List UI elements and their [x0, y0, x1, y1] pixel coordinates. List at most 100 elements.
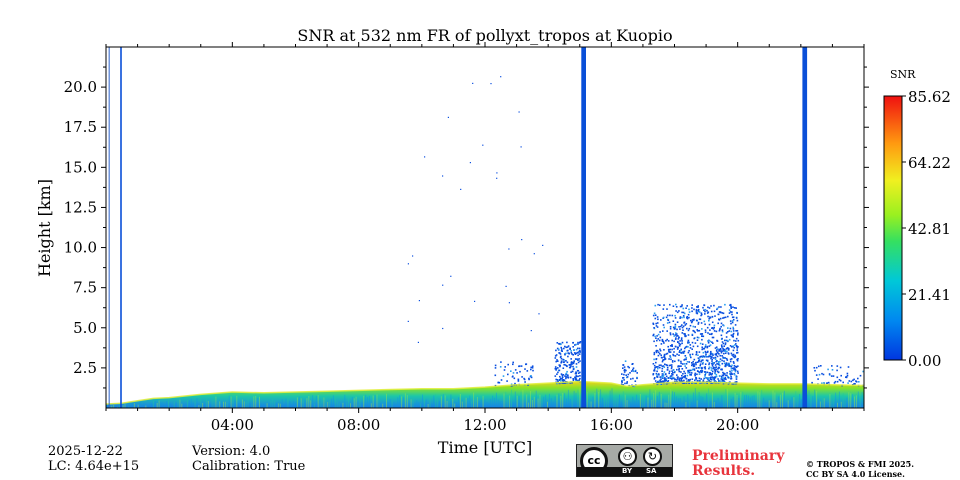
aerosol-pixel [704, 345, 707, 348]
aerosol-pixel [673, 335, 675, 337]
aerosol-pixel [575, 379, 577, 382]
aerosol-pixel [577, 341, 579, 344]
aerosol-pixel [563, 379, 566, 382]
aerosol-pixel [666, 368, 669, 371]
aerosol-pixel [697, 367, 700, 369]
aerosol-pixel [697, 305, 699, 307]
aerosol-pixel [674, 327, 677, 329]
aerosol-pixel [708, 323, 711, 326]
aerosol-pixel [729, 370, 731, 373]
aerosol-pixel [667, 381, 669, 383]
aerosol-pixel [710, 378, 712, 380]
aerosol-pixel [725, 357, 728, 360]
aerosol-pixel [855, 381, 858, 383]
aerosol-pixel [721, 330, 724, 333]
aerosol-pixel [715, 350, 718, 352]
aerosol-pixel [573, 349, 575, 351]
aerosol-pixel [697, 354, 699, 356]
aerosol-pixel [663, 371, 666, 373]
aerosol-pixel [658, 380, 660, 383]
aerosol-pixel [680, 362, 682, 365]
aerosol-pixel [726, 350, 728, 353]
aerosol-pixel [681, 311, 683, 314]
aerosol-pixel [572, 378, 574, 380]
aerosol-pixel [688, 311, 691, 313]
aerosol-pixel [711, 378, 713, 381]
aerosol-pixel [718, 380, 721, 382]
aerosol-pixel [736, 359, 739, 362]
aerosol-pixel [573, 352, 576, 354]
aerosol-pixel [731, 335, 734, 338]
aerosol-pixel [676, 378, 678, 381]
aerosol-pixel [564, 353, 566, 356]
aerosol-pixel [727, 315, 729, 318]
noise-pixel [530, 330, 532, 332]
aerosol-pixel [561, 341, 564, 344]
aerosol-pixel [733, 307, 736, 309]
aerosol-pixel [572, 354, 574, 356]
aerosol-pixel [686, 305, 688, 307]
aerosol-pixel [736, 312, 738, 314]
aerosol-pixel [682, 307, 685, 310]
aerosol-pixel [836, 376, 839, 379]
noise-pixel [424, 156, 426, 158]
aerosol-pixel [570, 361, 573, 363]
aerosol-pixel [737, 358, 739, 360]
aerosol-pixel [674, 323, 677, 326]
aerosol-pixel [565, 360, 567, 362]
x-tick-label: 16:00 [590, 416, 633, 434]
aerosol-pixel [627, 373, 630, 376]
aerosol-pixel [626, 382, 628, 385]
aerosol-pixel [707, 306, 709, 309]
aerosol-pixel [555, 369, 557, 371]
aerosol-pixel [654, 314, 657, 316]
aerosol-pixel [556, 373, 558, 375]
aerosol-pixel [632, 368, 634, 371]
aerosol-pixel [726, 372, 728, 374]
noise-pixel [508, 248, 510, 250]
aerosol-pixel [701, 348, 703, 351]
aerosol-pixel [669, 356, 672, 358]
aerosol-pixel [572, 346, 574, 348]
aerosol-pixel [736, 330, 739, 332]
aerosol-pixel [672, 305, 675, 307]
aerosol-pixel [554, 367, 557, 370]
aerosol-pixel [685, 367, 688, 369]
aerosol-pixel [686, 380, 688, 383]
aerosol-pixel [634, 380, 637, 382]
aerosol-pixel [691, 310, 693, 313]
noise-pixel [542, 244, 544, 246]
aerosol-pixel [656, 370, 658, 373]
aerosol-pixel [527, 384, 529, 386]
aerosol-pixel [557, 367, 559, 369]
aerosol-pixel [671, 370, 673, 372]
aerosol-pixel [662, 359, 664, 361]
aerosol-pixel [661, 370, 663, 372]
aerosol-pixel [846, 374, 849, 377]
aerosol-pixel [657, 381, 660, 384]
aerosol-pixel [724, 365, 727, 368]
aerosol-pixel [667, 345, 669, 348]
aerosol-pixel [684, 358, 686, 361]
aerosol-pixel [666, 338, 668, 341]
aerosol-pixel [669, 332, 672, 334]
aerosol-pixel [718, 306, 720, 308]
aerosol-pixel [517, 378, 520, 381]
aerosol-pixel [555, 354, 558, 356]
aerosol-pixel [855, 380, 857, 382]
aerosol-pixel [669, 364, 672, 367]
aerosol-pixel [702, 379, 705, 382]
aerosol-pixel [659, 336, 662, 339]
aerosol-pixel [696, 345, 699, 348]
aerosol-pixel [573, 360, 575, 362]
aerosol-pixel [721, 359, 723, 362]
aerosol-pixel [669, 351, 672, 353]
aerosol-pixel [659, 366, 661, 369]
aerosol-pixel [555, 360, 557, 363]
aerosol-pixel [698, 318, 701, 320]
aerosol-pixel [730, 334, 733, 336]
aerosol-pixel [569, 376, 572, 379]
aerosol-pixel [578, 358, 580, 360]
aerosol-pixel [691, 353, 694, 356]
aerosol-pixel [674, 360, 676, 363]
